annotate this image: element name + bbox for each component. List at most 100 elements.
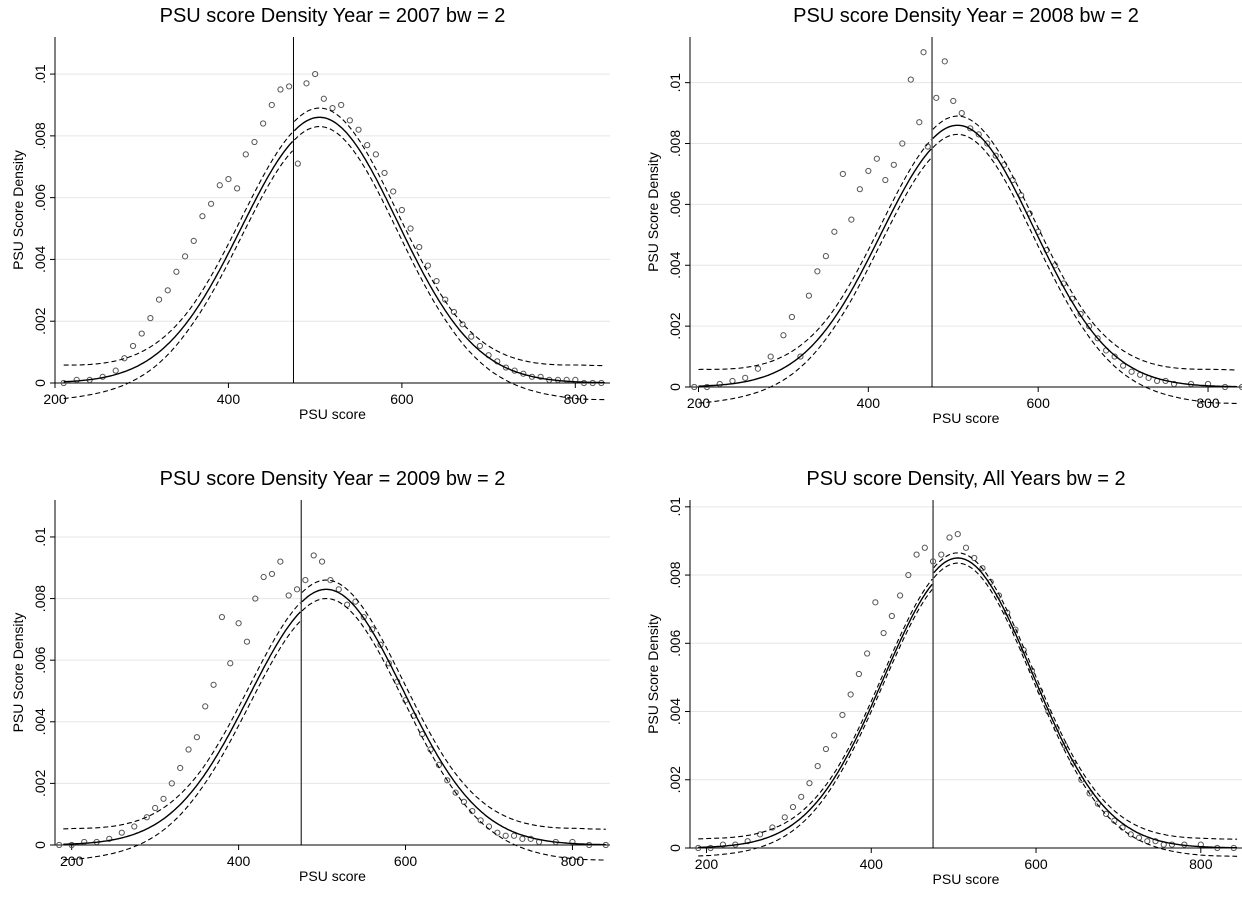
data-point — [207, 200, 215, 207]
data-point — [797, 353, 804, 360]
data-point — [839, 170, 846, 178]
data-point — [329, 104, 336, 112]
data-point — [929, 558, 937, 565]
data-point — [890, 161, 897, 168]
x-tick-label: 200 — [60, 853, 84, 869]
data-point — [277, 558, 284, 565]
data-point — [218, 613, 226, 621]
data-point — [510, 832, 518, 839]
data-point — [338, 101, 345, 109]
data-point — [143, 814, 150, 821]
data-point — [788, 313, 796, 321]
data-point — [855, 670, 862, 678]
data-point — [177, 764, 184, 772]
data-point — [1238, 383, 1242, 391]
data-point — [442, 296, 449, 303]
data-point — [216, 182, 223, 189]
data-point — [381, 169, 388, 177]
data-point — [138, 330, 145, 337]
y-axis-title: PSU Score Density — [10, 150, 26, 270]
data-point — [767, 353, 774, 360]
data-point — [864, 650, 871, 657]
data-point — [346, 117, 353, 124]
x-tick-label: 400 — [227, 853, 251, 869]
data-point — [958, 109, 965, 117]
data-point — [1204, 380, 1212, 388]
data-point — [251, 138, 258, 146]
data-point — [856, 186, 863, 193]
data-point — [1111, 353, 1118, 360]
data-point — [789, 803, 797, 811]
data-point — [56, 841, 63, 849]
y-tick-label: .006 — [667, 191, 683, 218]
data-point — [950, 97, 957, 105]
data-point — [243, 638, 251, 645]
data-point — [798, 793, 805, 800]
data-point — [865, 167, 872, 175]
data-point — [131, 823, 138, 830]
data-point — [933, 94, 940, 101]
x-tick-label: 600 — [1024, 856, 1048, 872]
data-point — [173, 268, 180, 275]
data-point — [152, 804, 159, 812]
data-point — [1120, 362, 1127, 369]
data-point — [68, 841, 75, 849]
data-point — [742, 374, 749, 381]
data-point — [193, 734, 200, 741]
data-point — [129, 342, 137, 350]
data-point — [975, 131, 982, 138]
x-axis-title: PSU score — [933, 871, 1000, 887]
data-point — [268, 101, 275, 109]
data-point — [806, 780, 813, 787]
y-tick-label: .008 — [32, 122, 48, 149]
data-point — [920, 49, 927, 56]
x-tick-label: 200 — [695, 856, 719, 872]
data-point — [476, 342, 484, 350]
data-point — [502, 364, 510, 371]
fit-line — [698, 148, 932, 387]
ci-lower-line — [933, 562, 1238, 857]
data-point — [320, 95, 327, 102]
data-point — [355, 126, 362, 133]
y-tick-label: 0 — [667, 844, 683, 852]
chart-panel-1: PSU score Density Year = 2007 bw = 2 0 .00… — [10, 5, 610, 422]
data-point — [569, 838, 576, 846]
fit-line — [301, 588, 606, 846]
y-tick-label: .002 — [667, 766, 683, 793]
data-point — [916, 119, 923, 126]
data-point — [416, 243, 423, 251]
data-point — [181, 253, 189, 260]
y-axis-title: PSU Score Density — [645, 152, 661, 272]
data-point — [477, 817, 484, 824]
data-point — [303, 80, 310, 87]
ci-upper-line — [63, 602, 301, 830]
x-axis-title: PSU score — [933, 410, 1000, 426]
data-point — [293, 586, 301, 593]
data-point — [364, 142, 371, 149]
x-tick-label: 400 — [860, 856, 884, 872]
data-point — [848, 216, 855, 223]
fit-line — [933, 557, 1238, 849]
ci-lower-line — [698, 589, 933, 857]
data-point — [938, 551, 945, 558]
y-tick-label: .01 — [32, 527, 48, 547]
data-point — [1102, 810, 1110, 817]
data-point — [260, 120, 267, 127]
ci-upper-line — [63, 131, 294, 366]
data-point — [252, 595, 259, 602]
data-point — [924, 143, 931, 150]
y-tick-label: 0 — [32, 841, 48, 849]
x-tick-label: 400 — [217, 391, 241, 407]
x-tick-label: 600 — [390, 391, 414, 407]
data-point — [450, 308, 458, 316]
x-tick-label: 800 — [1189, 856, 1213, 872]
data-point — [814, 268, 821, 275]
data-point — [199, 213, 206, 220]
data-point — [847, 691, 854, 698]
data-point — [831, 228, 838, 235]
y-tick-label: .004 — [667, 251, 683, 278]
data-point — [310, 552, 317, 559]
chart-title: PSU score Density Year = 2009 bw = 2 — [160, 468, 506, 490]
data-point — [327, 576, 334, 584]
ci-upper-line — [301, 579, 606, 830]
